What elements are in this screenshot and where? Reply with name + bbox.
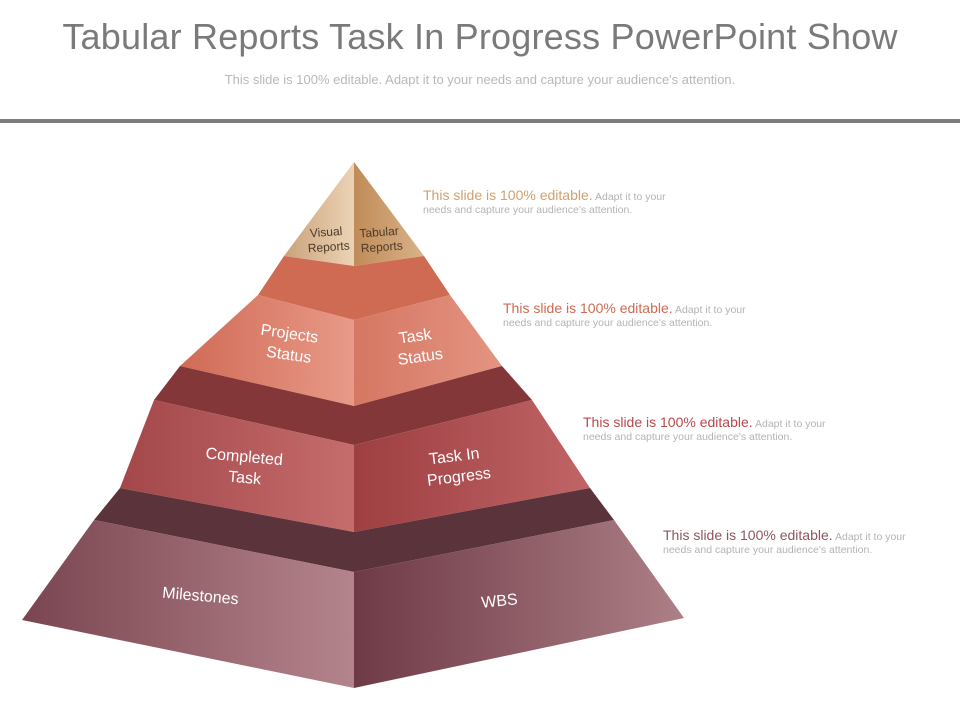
note-body: Adapt it to your needs and capture your … — [663, 531, 906, 556]
slide-title: Tabular Reports Task In Progress PowerPo… — [62, 16, 898, 57]
note-body: Adapt it to your needs and capture your … — [583, 418, 826, 443]
tier1-band — [258, 256, 450, 320]
tier1-note: This slide is 100% editable. Adapt it to… — [423, 187, 683, 217]
tier2-left-face — [180, 295, 354, 406]
tier4-right-label: WBS — [481, 591, 519, 612]
tier4-note: This slide is 100% editable. Adapt it to… — [663, 527, 923, 557]
tier2-right-face — [354, 295, 502, 406]
tier1-right-face — [354, 162, 424, 266]
tier3-note: This slide is 100% editable. Adapt it to… — [583, 414, 843, 444]
slide-subtitle: This slide is 100% editable. Adapt it to… — [224, 72, 736, 87]
note-body: Adapt it to your needs and capture your … — [503, 304, 746, 329]
tier3-band — [94, 488, 614, 572]
tier2-right-label: Task Status — [394, 325, 444, 369]
note-lead: This slide is 100% editable. — [663, 527, 833, 543]
tier3-left-label: Completed Task — [203, 445, 288, 490]
tier1-right-label: Tabular Reports — [359, 224, 404, 256]
note-lead: This slide is 100% editable. — [583, 414, 753, 430]
tier1-left-label: Visual Reports — [306, 224, 350, 256]
note-body: Adapt it to your needs and capture your … — [423, 191, 666, 216]
tier4-left-label: Milestones — [162, 585, 240, 609]
tier4-right-face — [354, 520, 684, 688]
tier2-band — [154, 366, 532, 445]
title-divider — [0, 119, 960, 123]
tier4-left-face — [22, 520, 354, 688]
note-lead: This slide is 100% editable. — [423, 187, 593, 203]
note-lead: This slide is 100% editable. — [503, 300, 673, 316]
tier2-note: This slide is 100% editable. Adapt it to… — [503, 300, 763, 330]
tier1-left-face — [284, 162, 354, 266]
